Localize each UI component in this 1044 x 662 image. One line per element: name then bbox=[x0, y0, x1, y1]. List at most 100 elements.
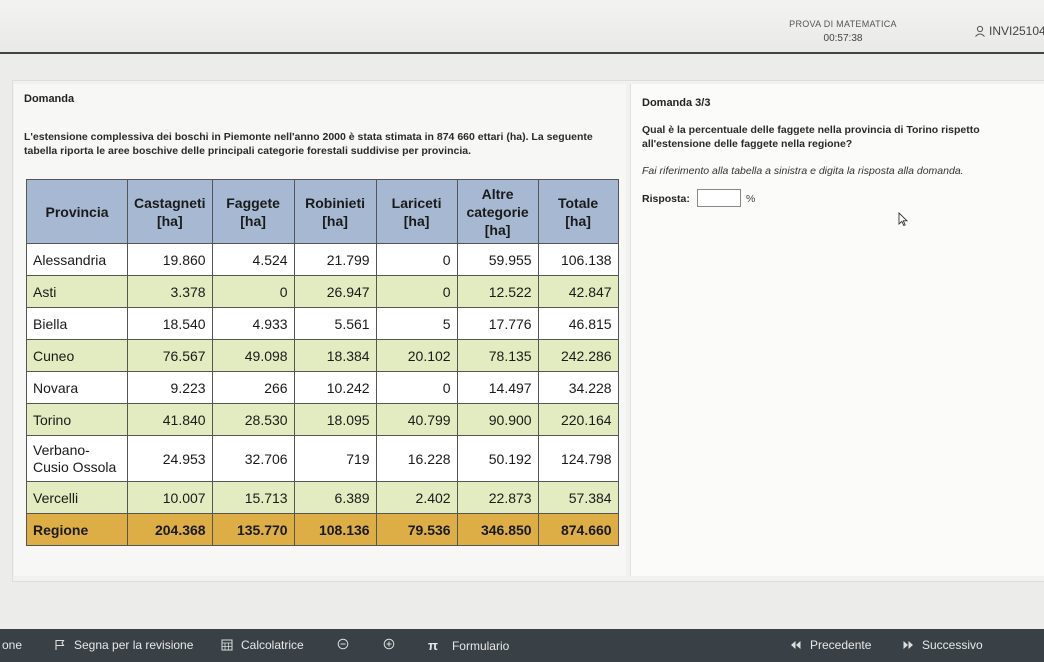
question-label: Domanda bbox=[24, 93, 75, 105]
value-cell: 28.530 bbox=[211, 403, 295, 436]
value-cell: 10.007 bbox=[127, 481, 213, 514]
table-total-row: Regione 204.368 135.770 108.136 79.536 346.85… bbox=[26, 513, 619, 546]
value-cell: 106.138 bbox=[537, 243, 619, 276]
user-icon bbox=[975, 25, 985, 37]
table-row: Novara 9.223 266 10.242 0 14.497 34.228 bbox=[26, 371, 619, 404]
value-cell: 46.815 bbox=[537, 307, 619, 340]
value-cell: 18.095 bbox=[293, 403, 377, 436]
toolbar-cut-label: one bbox=[2, 638, 23, 652]
header-cell: Robinieti [ha] bbox=[293, 179, 377, 244]
table-row: Alessandria 19.860 4.524 21.799 0 59.955 106.1… bbox=[26, 243, 619, 276]
toolbar-cut-item[interactable]: one bbox=[2, 638, 22, 652]
header-cell: Provincia bbox=[26, 179, 128, 244]
header-cell: Lariceti [ha] bbox=[375, 179, 458, 244]
user-id: INVI25104 bbox=[989, 24, 1044, 38]
next-icon bbox=[903, 641, 913, 649]
value-cell: 5 bbox=[375, 307, 458, 340]
zoom-out-icon bbox=[337, 638, 349, 650]
value-cell: 266 bbox=[211, 371, 295, 404]
province-cell: Cuneo bbox=[26, 339, 128, 372]
province-cell: Torino bbox=[26, 403, 128, 436]
value-cell: 2.402 bbox=[375, 481, 458, 514]
value-cell: 59.955 bbox=[456, 243, 539, 276]
province-cell: Verbano-Cusio Ossola bbox=[26, 435, 128, 482]
total-label-cell: Regione bbox=[26, 513, 128, 546]
forest-table: Provincia Castagneti [ha] Faggete [ha] R… bbox=[26, 179, 619, 546]
value-cell: 12.522 bbox=[456, 275, 539, 308]
value-cell: 220.164 bbox=[537, 403, 619, 436]
flag-icon bbox=[55, 639, 65, 650]
value-cell: 16.228 bbox=[375, 435, 458, 482]
value-cell: 0 bbox=[375, 275, 458, 308]
user-badge: INVI25104 bbox=[974, 24, 1044, 38]
previous-button[interactable]: Precedente bbox=[790, 638, 871, 652]
value-cell: 0 bbox=[375, 371, 458, 404]
province-cell: Asti bbox=[26, 275, 128, 308]
value-cell: 76.567 bbox=[127, 339, 213, 372]
value-cell: 21.799 bbox=[293, 243, 377, 276]
bottom-toolbar: one Segna per la revisione Calcolatrice … bbox=[0, 629, 1044, 662]
value-cell: 42.847 bbox=[537, 275, 619, 308]
value-cell: 20.102 bbox=[375, 339, 458, 372]
calculator-label: Calcolatrice bbox=[241, 638, 304, 652]
value-cell: 5.561 bbox=[293, 307, 377, 340]
value-cell: 6.389 bbox=[293, 481, 377, 514]
next-button[interactable]: Successivo bbox=[902, 638, 983, 652]
flag-review-button[interactable]: Segna per la revisione bbox=[54, 638, 193, 652]
value-cell: 24.953 bbox=[127, 435, 213, 482]
zoom-out-button[interactable] bbox=[337, 638, 349, 650]
total-value-cell: 108.136 bbox=[293, 513, 377, 546]
flag-review-label: Segna per la revisione bbox=[74, 638, 194, 652]
question-text: L'estensione complessiva dei boschi in P… bbox=[24, 131, 593, 157]
timer: 00:57:38 bbox=[823, 33, 863, 44]
value-cell: 18.540 bbox=[127, 307, 213, 340]
table-row: Verbano-Cusio Ossola 24.953 32.706 719 16.22… bbox=[26, 435, 619, 482]
value-cell: 22.873 bbox=[456, 481, 539, 514]
calculator-button[interactable]: Calcolatrice bbox=[221, 638, 304, 652]
value-cell: 242.286 bbox=[537, 339, 619, 372]
table-row: Vercelli 10.007 15.713 6.389 2.402 22.873 57.3… bbox=[26, 481, 619, 514]
total-value-cell: 135.770 bbox=[211, 513, 295, 546]
value-cell: 57.384 bbox=[537, 481, 619, 514]
total-value-cell: 79.536 bbox=[375, 513, 458, 546]
zoom-in-button[interactable] bbox=[383, 638, 395, 650]
province-cell: Alessandria bbox=[26, 243, 128, 276]
table-row: Biella 18.540 4.933 5.561 5 17.776 46.815 bbox=[26, 307, 619, 340]
answer-unit: % bbox=[746, 193, 756, 205]
mouse-pointer-icon bbox=[898, 212, 908, 226]
value-cell: 18.384 bbox=[293, 339, 377, 372]
pi-icon: π bbox=[428, 638, 438, 653]
answer-panel bbox=[630, 84, 1044, 576]
value-cell: 4.524 bbox=[211, 243, 295, 276]
value-cell: 15.713 bbox=[211, 481, 295, 514]
answer-input[interactable] bbox=[697, 189, 741, 207]
app-header: PROVA DI MATEMATICA 00:57:38 INVI25104 bbox=[0, 0, 1044, 54]
value-cell: 719 bbox=[293, 435, 377, 482]
value-cell: 17.776 bbox=[456, 307, 539, 340]
value-cell: 4.933 bbox=[211, 307, 295, 340]
value-cell: 124.798 bbox=[537, 435, 619, 482]
value-cell: 50.192 bbox=[456, 435, 539, 482]
province-cell: Biella bbox=[26, 307, 128, 340]
value-cell: 10.242 bbox=[293, 371, 377, 404]
answer-label: Risposta: bbox=[642, 193, 690, 205]
province-cell: Novara bbox=[26, 371, 128, 404]
question-number: Domanda 3/3 bbox=[642, 97, 711, 109]
formulas-button[interactable]: π Formulario bbox=[428, 638, 509, 653]
header-cell: Castagneti [ha] bbox=[127, 179, 213, 244]
total-value-cell: 204.368 bbox=[127, 513, 213, 546]
value-cell: 49.098 bbox=[211, 339, 295, 372]
table-row: Torino 41.840 28.530 18.095 40.799 90.900 220.… bbox=[26, 403, 619, 436]
exam-title: PROVA DI MATEMATICA bbox=[789, 19, 897, 29]
value-cell: 41.840 bbox=[127, 403, 213, 436]
calculator-icon bbox=[221, 639, 233, 651]
answer-question: Qual è la percentuale delle faggete nell… bbox=[642, 124, 980, 150]
table-header-row: Provincia Castagneti [ha] Faggete [ha] R… bbox=[26, 179, 619, 244]
province-cell: Vercelli bbox=[26, 481, 128, 514]
value-cell: 9.223 bbox=[127, 371, 213, 404]
table-row: Asti 3.378 0 26.947 0 12.522 42.847 bbox=[26, 275, 619, 308]
answer-hint: Fai riferimento alla tabella a sinistra … bbox=[642, 165, 964, 177]
total-value-cell: 874.660 bbox=[537, 513, 619, 546]
value-cell: 0 bbox=[211, 275, 295, 308]
table-row: Cuneo 76.567 49.098 18.384 20.102 78.135 242.2… bbox=[26, 339, 619, 372]
